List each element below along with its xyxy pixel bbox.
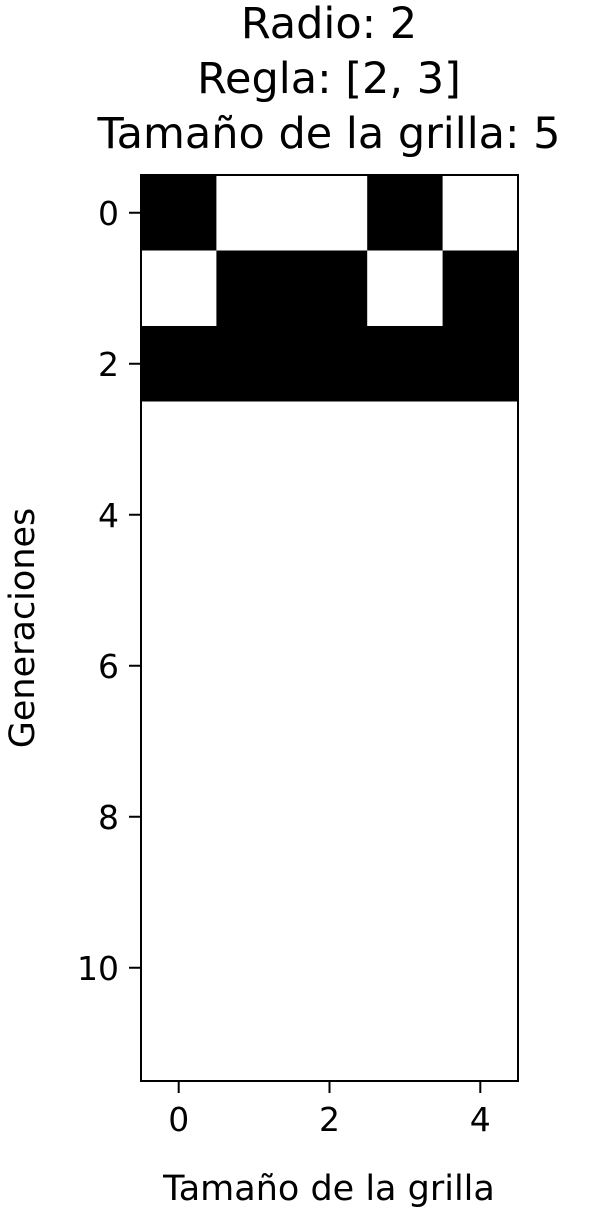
heatmap-cell bbox=[367, 477, 443, 553]
heatmap-cells bbox=[141, 175, 519, 1082]
heatmap-cell bbox=[443, 704, 519, 780]
heatmap-cell bbox=[141, 779, 217, 855]
heatmap-cell bbox=[216, 251, 292, 327]
heatmap-cell bbox=[443, 855, 519, 931]
x-tick-label: 2 bbox=[319, 1100, 340, 1139]
chart-title-line-3: Tamaño de la grilla: 5 bbox=[96, 109, 560, 159]
heatmap-cell bbox=[367, 251, 443, 327]
heatmap-cell bbox=[141, 477, 217, 553]
chart-title-line-1: Radio: 2 bbox=[241, 0, 417, 49]
heatmap-cell bbox=[216, 930, 292, 1006]
y-tick-label: 0 bbox=[98, 194, 119, 233]
heatmap-cell bbox=[367, 855, 443, 931]
heatmap-cell bbox=[367, 175, 443, 251]
x-tick-label: 4 bbox=[470, 1100, 491, 1139]
heatmap-cell bbox=[292, 704, 368, 780]
x-tick-label: 0 bbox=[168, 1100, 189, 1139]
heatmap-cell bbox=[216, 477, 292, 553]
heatmap-cell bbox=[443, 628, 519, 704]
heatmap-cell bbox=[443, 251, 519, 327]
heatmap-cell bbox=[443, 175, 519, 251]
heatmap-cell bbox=[292, 175, 368, 251]
heatmap-cell bbox=[141, 930, 217, 1006]
heatmap-cell bbox=[216, 1006, 292, 1082]
heatmap-cell bbox=[367, 628, 443, 704]
heatmap-cell bbox=[216, 704, 292, 780]
heatmap-cell bbox=[216, 326, 292, 402]
heatmap-cell bbox=[292, 553, 368, 629]
heatmap-cell bbox=[292, 477, 368, 553]
heatmap-cell bbox=[443, 930, 519, 1006]
x-axis-ticks: 0 2 4 bbox=[168, 1081, 491, 1139]
heatmap-cell bbox=[292, 779, 368, 855]
chart-title-line-2: Regla: [2, 3] bbox=[197, 54, 461, 104]
heatmap-cell bbox=[443, 779, 519, 855]
heatmap-cell bbox=[292, 855, 368, 931]
y-tick-label: 10 bbox=[77, 949, 119, 988]
y-axis-ticks: 0 2 4 6 8 10 bbox=[77, 194, 141, 988]
y-tick-label: 6 bbox=[98, 647, 119, 686]
y-axis-label: Generaciones bbox=[3, 508, 43, 749]
heatmap-cell bbox=[141, 553, 217, 629]
heatmap-cell bbox=[292, 628, 368, 704]
heatmap-cell bbox=[443, 553, 519, 629]
y-tick-label: 8 bbox=[98, 798, 119, 837]
heatmap-cell bbox=[443, 477, 519, 553]
heatmap-cell bbox=[292, 402, 368, 478]
heatmap-cell bbox=[292, 251, 368, 327]
heatmap-cell bbox=[216, 855, 292, 931]
heatmap-cell bbox=[141, 402, 217, 478]
heatmap-cell bbox=[443, 326, 519, 402]
x-axis-label: Tamaño de la grilla bbox=[162, 1169, 495, 1209]
y-tick-label: 2 bbox=[98, 345, 119, 384]
heatmap-cell bbox=[141, 704, 217, 780]
chart-title: Radio: 2 Regla: [2, 3] Tamaño de la gril… bbox=[96, 0, 560, 159]
heatmap-cell bbox=[292, 930, 368, 1006]
heatmap-cell bbox=[216, 402, 292, 478]
heatmap-cell bbox=[367, 1006, 443, 1082]
heatmap-cell bbox=[443, 1006, 519, 1082]
heatmap-cell bbox=[367, 553, 443, 629]
heatmap-cell bbox=[367, 704, 443, 780]
heatmap-cell bbox=[443, 402, 519, 478]
heatmap-cell bbox=[216, 553, 292, 629]
heatmap-cell bbox=[141, 855, 217, 931]
heatmap-cell bbox=[141, 1006, 217, 1082]
heatmap-cell bbox=[141, 175, 217, 251]
heatmap-cell bbox=[216, 175, 292, 251]
heatmap-cell bbox=[367, 326, 443, 402]
heatmap-cell bbox=[216, 628, 292, 704]
heatmap-cell bbox=[292, 1006, 368, 1082]
heatmap-cell bbox=[367, 930, 443, 1006]
heatmap-cell bbox=[367, 779, 443, 855]
heatmap-cell bbox=[292, 326, 368, 402]
heatmap-cell bbox=[216, 779, 292, 855]
heatmap-cell bbox=[141, 326, 217, 402]
heatmap-cell bbox=[141, 251, 217, 327]
y-tick-label: 4 bbox=[98, 496, 119, 535]
heatmap-cell bbox=[367, 402, 443, 478]
heatmap-cell bbox=[141, 628, 217, 704]
